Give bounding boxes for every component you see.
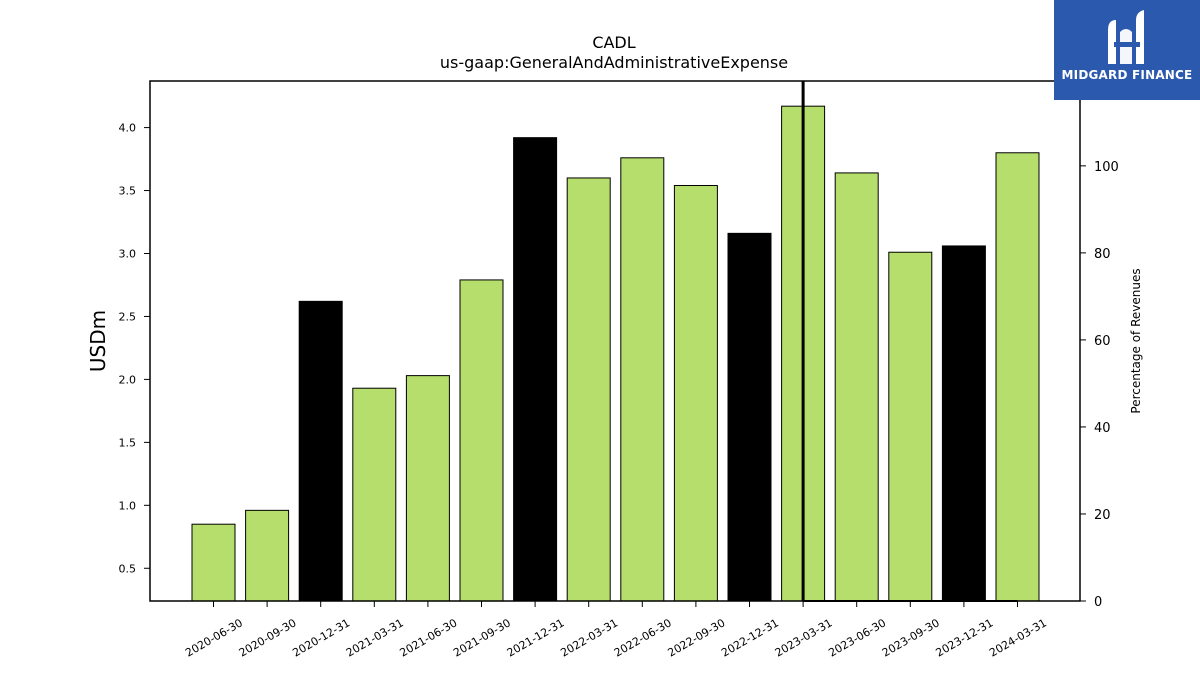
x-tick-label: 2023-09-30 bbox=[880, 616, 942, 659]
bar bbox=[459, 279, 504, 602]
bar bbox=[888, 251, 933, 602]
logo-mark-icon bbox=[1108, 10, 1144, 64]
bar bbox=[298, 300, 343, 602]
plot-frame bbox=[149, 80, 1081, 602]
bar bbox=[405, 375, 450, 602]
y2-tick-label: 60 bbox=[1094, 334, 1111, 349]
bar bbox=[727, 232, 772, 602]
bar bbox=[620, 157, 665, 602]
y-tick-label: 1.0 bbox=[119, 499, 137, 512]
x-tick-label: 2021-03-31 bbox=[344, 616, 406, 659]
y2-tick-label: 80 bbox=[1094, 247, 1111, 262]
y-axis-label: USDm bbox=[86, 310, 110, 372]
x-tick-label: 2020-12-31 bbox=[290, 616, 352, 659]
y2-tick-label: 0 bbox=[1094, 595, 1102, 610]
bar bbox=[834, 172, 879, 602]
bar bbox=[245, 509, 290, 602]
y2-tick-label: 100 bbox=[1094, 160, 1119, 175]
bar bbox=[673, 185, 718, 602]
y2-axis-label: Percentage of Revenues bbox=[1129, 268, 1143, 413]
x-tick-label: 2022-06-30 bbox=[612, 616, 674, 659]
y-tick-label: 3.5 bbox=[119, 185, 137, 198]
bar bbox=[941, 245, 986, 602]
y-tick-label: 3.0 bbox=[119, 247, 137, 260]
chart-title: CADL bbox=[592, 33, 635, 52]
x-tick-label: 2021-09-30 bbox=[451, 616, 513, 659]
plot-area: 2020-06-302020-09-302020-12-312021-03-31… bbox=[119, 80, 1119, 660]
y-tick-label: 4.0 bbox=[119, 122, 137, 135]
bar bbox=[352, 387, 397, 602]
x-tick-label: 2022-09-30 bbox=[666, 616, 728, 659]
midgard-finance-logo: MIDGARD FINANCE bbox=[1054, 0, 1200, 100]
y2-tick-label: 20 bbox=[1094, 508, 1111, 523]
x-tick-label: 2024-03-31 bbox=[987, 616, 1049, 659]
bar bbox=[191, 523, 236, 602]
y-tick-label: 1.5 bbox=[119, 436, 137, 449]
y2-tick-label: 40 bbox=[1094, 421, 1111, 436]
bar bbox=[995, 152, 1040, 602]
y-tick-label: 2.0 bbox=[119, 373, 137, 386]
x-tick-label: 2021-06-30 bbox=[398, 616, 460, 659]
x-tick-label: 2023-03-31 bbox=[773, 616, 835, 659]
y-tick-label: 2.5 bbox=[119, 310, 137, 323]
x-tick-label: 2022-03-31 bbox=[558, 616, 620, 659]
y-tick-label: 0.5 bbox=[119, 562, 137, 575]
x-tick-label: 2023-12-31 bbox=[934, 616, 996, 659]
x-tick-label: 2021-12-31 bbox=[505, 616, 567, 659]
logo-text: MIDGARD FINANCE bbox=[1061, 68, 1193, 82]
x-tick-label: 2020-06-30 bbox=[183, 616, 245, 659]
bar bbox=[513, 137, 558, 602]
x-tick-label: 2020-09-30 bbox=[237, 616, 299, 659]
x-tick-label: 2022-12-31 bbox=[719, 616, 781, 659]
x-tick-label: 2023-06-30 bbox=[826, 616, 888, 659]
bar bbox=[566, 177, 611, 602]
chart-subtitle: us-gaap:GeneralAndAdministrativeExpense bbox=[440, 53, 788, 72]
